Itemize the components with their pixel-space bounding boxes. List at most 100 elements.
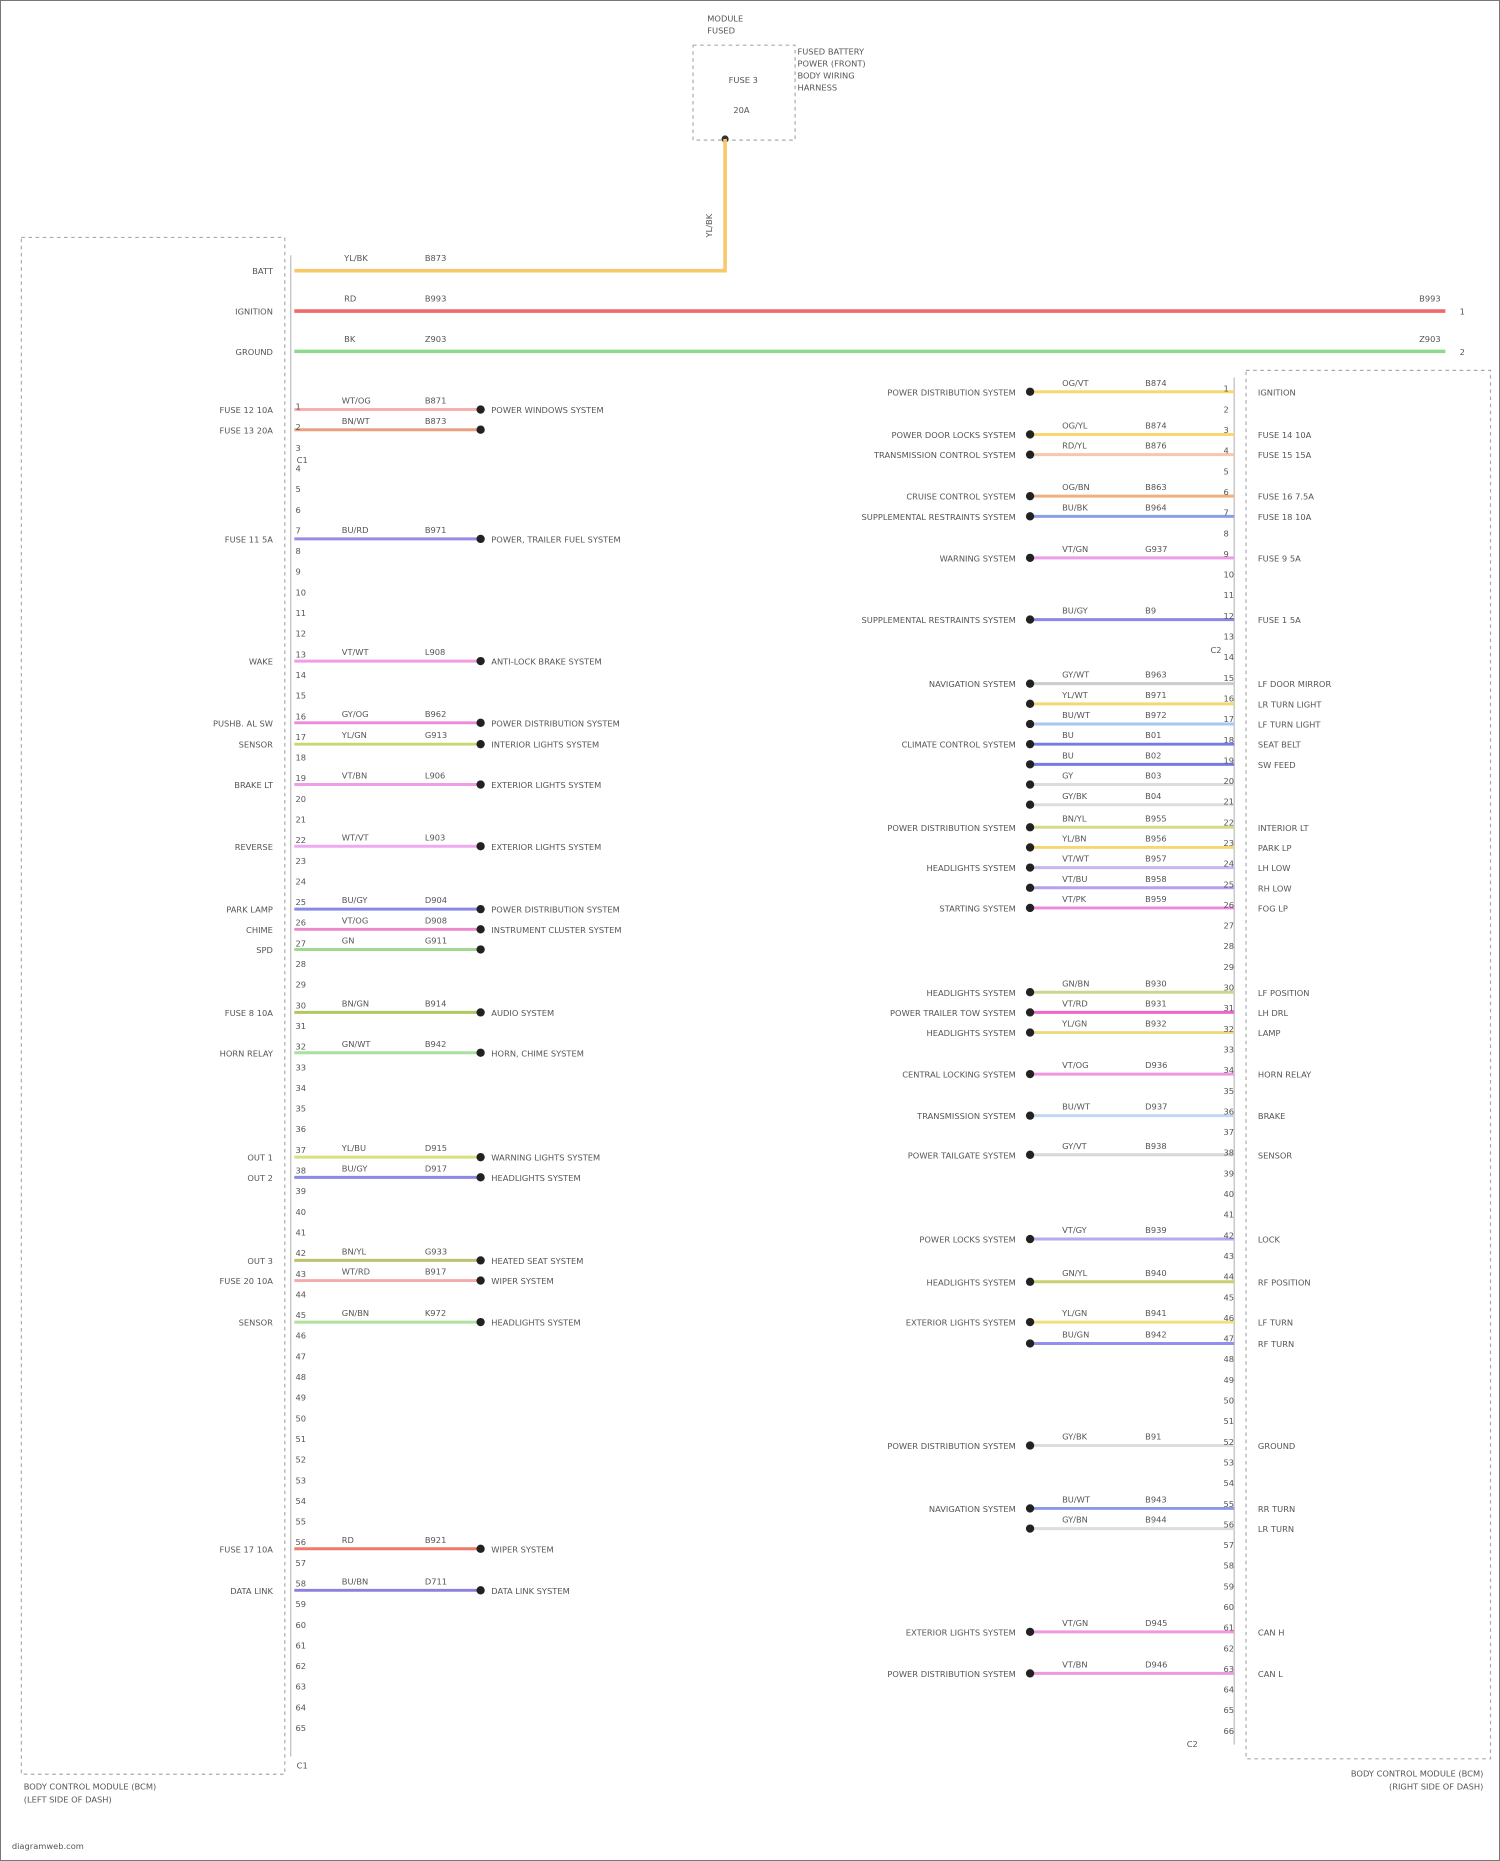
pin-number: 36 <box>1223 1106 1234 1116</box>
circuit-label: B871 <box>425 396 447 406</box>
pin-number: 20 <box>295 794 306 804</box>
connector-dot <box>1025 450 1035 459</box>
circuit-label: B942 <box>1145 1330 1167 1340</box>
destination-label: POWER, TRAILER FUEL SYSTEM <box>491 534 620 544</box>
pin-number: 64 <box>1223 1685 1234 1695</box>
pin-label: BRAKE LT <box>234 780 274 790</box>
pin-label: FOG LP <box>1258 904 1288 914</box>
pin-number: 23 <box>295 856 306 866</box>
pin-number: 19 <box>295 773 306 783</box>
connector-dot <box>1025 387 1035 396</box>
wire-color-label: GN/YL <box>1062 1268 1087 1278</box>
wire-color-label: BU/GY <box>342 1163 369 1173</box>
circuit-label: B971 <box>1145 690 1167 700</box>
connector-dot <box>1025 863 1035 872</box>
pin-number: 28 <box>1223 941 1234 951</box>
pin-label: GROUND <box>1258 1441 1295 1451</box>
pin-number: 44 <box>295 1289 306 1299</box>
circuit-label: B03 <box>1145 771 1161 781</box>
pin-number: 32 <box>1223 1024 1234 1034</box>
pin-number: 22 <box>295 835 306 845</box>
destination-label: HEATED SEAT SYSTEM <box>491 1256 583 1266</box>
pin-number: 10 <box>1223 570 1234 580</box>
wire-color-label: GY/OG <box>342 709 369 719</box>
pin-number: 46 <box>295 1331 306 1341</box>
pin-number: 58 <box>1223 1561 1234 1571</box>
pin-number: 31 <box>295 1021 306 1031</box>
page-ref: 1 <box>1460 307 1465 317</box>
wire-color-label: BU <box>1062 750 1074 760</box>
pin-number: 48 <box>295 1372 306 1382</box>
fuse-block-description: HARNESS <box>797 82 837 92</box>
circuit-label: G937 <box>1145 544 1167 554</box>
pin-number: 24 <box>295 876 306 886</box>
left-module-box <box>20 236 286 1775</box>
source-label: SUPPLEMENTAL RESTRAINTS SYSTEM <box>861 512 1015 522</box>
wire-color-label: YL/BN <box>1061 833 1086 843</box>
wire-color-label: OG/BN <box>1062 482 1090 492</box>
pin-number: 57 <box>1223 1540 1234 1550</box>
pin-number: 53 <box>1223 1457 1234 1467</box>
pin-number: 60 <box>295 1620 306 1630</box>
source-label: NAVIGATION SYSTEM <box>929 1504 1016 1514</box>
pin-number: 12 <box>295 629 306 639</box>
connector-dot <box>1025 1524 1035 1533</box>
connector-dot <box>1025 1627 1035 1636</box>
pin-label: PUSHB. AL SW <box>213 718 273 728</box>
circuit-label: B959 <box>1145 894 1167 904</box>
connector-dot <box>1025 512 1035 521</box>
pin-number: 58 <box>295 1579 306 1589</box>
pin-label: SENSOR <box>239 1318 274 1328</box>
pin-label: LH LOW <box>1258 863 1291 873</box>
wire-color-label: WT/RD <box>342 1267 370 1277</box>
wire-color-label: GY/VT <box>1062 1141 1088 1151</box>
pin-number: 41 <box>295 1227 306 1237</box>
right-module-box <box>1245 369 1492 1760</box>
circuit-label: B873 <box>425 416 447 426</box>
wire-color-label: BN/YL <box>1062 813 1087 823</box>
circuit-label: L908 <box>425 647 445 657</box>
pin-number: 65 <box>1223 1705 1234 1715</box>
connector-dot <box>1025 1339 1035 1348</box>
pin-number: 35 <box>295 1104 306 1114</box>
destination-label: HEADLIGHTS SYSTEM <box>491 1173 580 1183</box>
connector-dot <box>1025 719 1035 729</box>
destination-label: WIPER SYSTEM <box>491 1276 553 1286</box>
connector-dot <box>1025 1111 1035 1120</box>
pin-number: 4 <box>1223 446 1228 456</box>
pin-label: IGNITION <box>235 307 273 317</box>
circuit-label: D946 <box>1145 1659 1167 1669</box>
pin-label: BRAKE <box>1258 1111 1285 1121</box>
pin-number: 59 <box>295 1599 306 1609</box>
wire-color-label: GY/BK <box>1062 1432 1088 1442</box>
source-label: HEADLIGHTS SYSTEM <box>926 863 1015 873</box>
circuit-label: B874 <box>1145 378 1167 388</box>
connector-dot <box>476 1008 485 1017</box>
circuit-label: B955 <box>1145 813 1167 823</box>
pin-number: 53 <box>295 1475 306 1485</box>
pin-number: 38 <box>295 1166 306 1176</box>
circuit-label: G911 <box>425 936 447 946</box>
destination-label: ANTI-LOCK BRAKE SYSTEM <box>491 657 601 667</box>
fuse-block-description: POWER (FRONT) <box>797 59 865 69</box>
pin-number: 44 <box>1223 1272 1234 1282</box>
connector-dot <box>1025 903 1035 913</box>
pin-label: CAN L <box>1258 1669 1283 1679</box>
wire-color-label: GY/BK <box>1062 791 1088 801</box>
pin-label: FUSE 8 10A <box>225 1008 273 1018</box>
wire-color-label: OG/VT <box>1062 378 1089 388</box>
circuit-label: B931 <box>1145 998 1167 1008</box>
pin-label: LAMP <box>1258 1028 1281 1038</box>
pin-label: LF TURN LIGHT <box>1258 720 1322 730</box>
pin-number: 62 <box>1223 1643 1234 1653</box>
pin-number: 54 <box>295 1496 306 1506</box>
pin-number: 4 <box>295 463 300 473</box>
connector-dot <box>476 1173 485 1182</box>
pin-number: 35 <box>1223 1086 1234 1096</box>
connector-dot <box>476 425 485 434</box>
connector-dot <box>476 842 485 851</box>
pin-number: 40 <box>1223 1189 1234 1199</box>
wire-color-label: YL/BU <box>341 1143 366 1153</box>
circuit-label: D917 <box>425 1163 447 1173</box>
